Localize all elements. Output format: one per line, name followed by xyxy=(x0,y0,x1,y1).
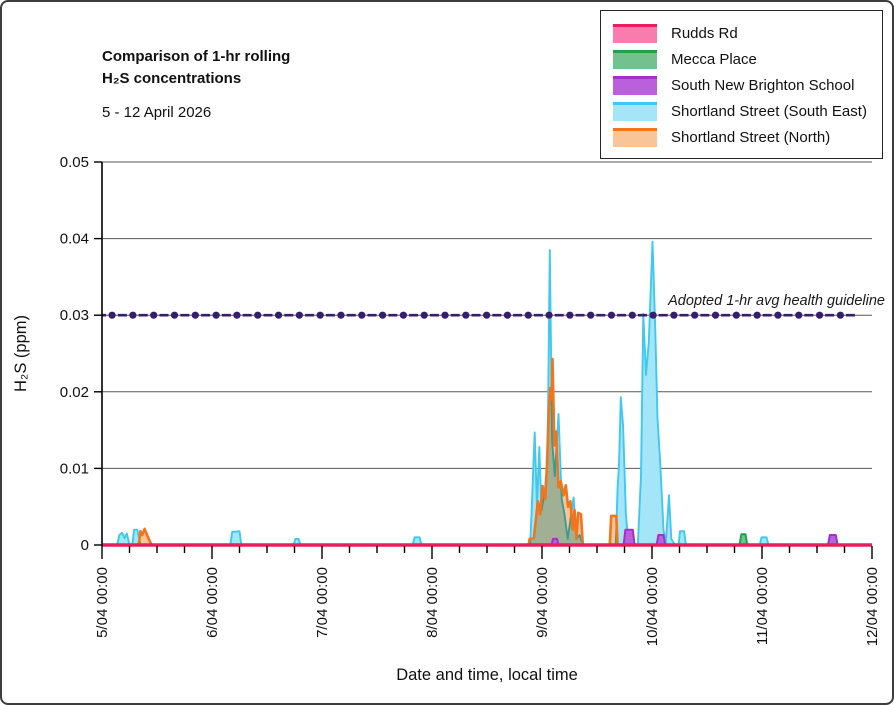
guideline-marker xyxy=(170,311,179,319)
guideline-marker xyxy=(129,311,137,319)
series-line-south-new-brighton-school xyxy=(102,528,872,546)
y-tick-label: 0.05 xyxy=(60,154,89,171)
x-tick-label: 8/04 00:00 xyxy=(424,567,441,638)
guideline-marker xyxy=(274,311,283,319)
guideline-marker xyxy=(295,311,303,319)
guideline-label: Adopted 1-hr avg health guideline xyxy=(667,293,885,309)
x-axis-title: Date and time, local time xyxy=(396,666,578,684)
guideline-marker xyxy=(670,311,678,319)
guideline-marker xyxy=(815,311,824,319)
chart-title-line2: H₂S concentrations xyxy=(102,70,242,87)
guideline-marker xyxy=(441,311,449,319)
guideline-marker xyxy=(607,311,616,319)
legend-item: Rudds Rd xyxy=(613,20,872,46)
chart-subtitle: 5 - 12 April 2026 xyxy=(102,104,212,121)
legend-item: Mecca Place xyxy=(613,46,872,72)
guideline-marker xyxy=(587,311,595,319)
legend-label: Shortland Street (South East) xyxy=(671,102,867,120)
guideline-marker xyxy=(378,311,387,319)
legend-swatch xyxy=(613,101,657,121)
chart-title-line1: Comparison of 1-hr rolling xyxy=(102,48,291,65)
guideline-marker xyxy=(545,311,553,319)
guideline-marker xyxy=(732,311,740,319)
legend: Rudds Rd Mecca Place South New Brighton Sc… xyxy=(600,10,883,159)
series-fill-south-new-brighton-school xyxy=(102,529,872,545)
y-tick-label: 0.01 xyxy=(60,460,89,477)
x-tick-label: 6/04 00:00 xyxy=(204,567,221,638)
x-tick-label: 10/04 00:00 xyxy=(644,567,661,646)
guideline-marker xyxy=(836,311,844,319)
x-tick-label: 11/04 00:00 xyxy=(754,567,771,645)
guideline-marker xyxy=(108,311,116,319)
x-tick-label: 9/04 00:00 xyxy=(534,567,551,638)
guideline-marker xyxy=(212,311,220,319)
guideline-marker xyxy=(420,311,428,319)
series-line-shortland-street-north- xyxy=(102,357,872,547)
x-tick-label: 12/04 00:00 xyxy=(864,567,881,646)
series-fill-shortland-street-south-east- xyxy=(102,241,872,545)
guideline-marker xyxy=(503,311,512,319)
legend-label: Shortland Street (North) xyxy=(671,128,831,146)
guideline-marker xyxy=(691,311,699,319)
y-tick-label: 0.02 xyxy=(60,384,89,401)
legend-item: South New Brighton School xyxy=(613,72,872,98)
legend-swatch xyxy=(613,75,657,95)
guideline-marker xyxy=(316,311,324,319)
guideline-marker xyxy=(337,311,345,319)
guideline-marker xyxy=(711,311,720,319)
y-tick-label: 0.03 xyxy=(60,307,89,324)
x-tick-label: 5/04 00:00 xyxy=(94,567,111,638)
guideline-marker xyxy=(483,311,491,319)
chart-title-block: Comparison of 1-hr rolling H₂S concentra… xyxy=(102,46,290,121)
y-tick-label: 0 xyxy=(81,537,89,554)
guideline-marker xyxy=(150,311,158,319)
series-fill-shortland-street-north- xyxy=(102,358,872,545)
guideline-marker xyxy=(254,311,262,319)
guideline-marker xyxy=(191,311,199,319)
legend-label: Rudds Rd xyxy=(671,24,738,42)
guideline-marker xyxy=(795,311,803,319)
legend-label: Mecca Place xyxy=(671,50,757,68)
guideline-marker xyxy=(462,311,470,319)
chart-title: Comparison of 1-hr rolling H₂S concentra… xyxy=(102,46,290,90)
guideline-marker xyxy=(399,311,407,319)
guideline-marker xyxy=(649,311,657,319)
legend-swatch xyxy=(613,23,657,43)
legend-label: South New Brighton School xyxy=(671,76,855,94)
guideline-marker xyxy=(358,311,366,319)
legend-swatch xyxy=(613,127,657,147)
guideline-marker xyxy=(753,311,761,319)
y-axis-title: H₂S (ppm) xyxy=(12,315,30,392)
x-tick-label: 7/04 00:00 xyxy=(314,567,331,638)
guideline-marker xyxy=(774,311,782,319)
guideline-marker xyxy=(233,311,241,319)
guideline-marker xyxy=(524,311,532,319)
legend-item: Shortland Street (South East) xyxy=(613,98,872,124)
y-tick-label: 0.04 xyxy=(60,231,89,248)
guideline-marker xyxy=(628,311,636,319)
guideline-marker xyxy=(566,311,574,319)
legend-swatch xyxy=(613,49,657,69)
legend-item: Shortland Street (North) xyxy=(613,124,872,150)
series-line-shortland-street-south-east- xyxy=(102,240,872,546)
